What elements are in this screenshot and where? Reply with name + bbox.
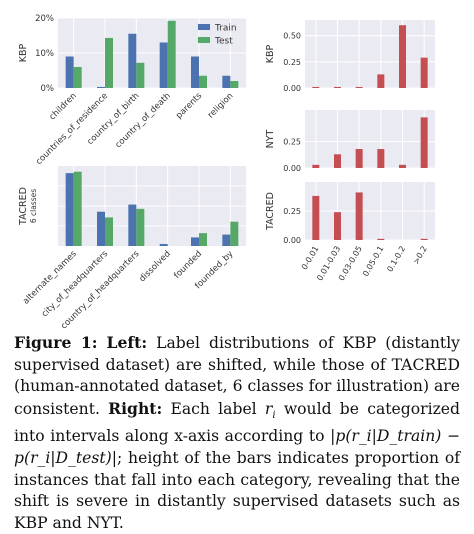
- tacred-right-xtick-label: 0-0.01: [300, 245, 321, 272]
- kbp-left-xtick-label: religion: [206, 91, 235, 120]
- figure-label: Figure 1:: [14, 333, 98, 352]
- right-text-2: would be categorized into intervals alon…: [14, 399, 461, 446]
- kbp-left-bar: [128, 33, 137, 88]
- legend-label-train: Train: [214, 24, 237, 34]
- kbp-right-bar: [399, 25, 406, 88]
- kbp-right-plot-area: [305, 20, 435, 88]
- tacred-left-ylabel: TACRED: [18, 187, 29, 226]
- tacred-right-bar: [420, 238, 428, 240]
- right-label: Right:: [108, 398, 163, 418]
- tacred-left-xtick-label: alternate_names: [21, 249, 79, 307]
- tacred-left-bar: [136, 208, 145, 246]
- kbp-left-ytick-label: 20%: [35, 14, 54, 24]
- kbp-right-ylabel: KBP: [265, 44, 276, 63]
- kbp-left-xtick-label: parents: [174, 91, 204, 121]
- figure-caption: Figure 1: Left: Label distributions of K…: [14, 332, 460, 534]
- kbp-left-ylabel: KBP: [18, 43, 29, 62]
- tacred-right-bar: [334, 212, 341, 240]
- kbp-left-bar: [65, 56, 74, 88]
- tacred-left-bar: [191, 237, 199, 246]
- kbp-left-xtick-label: country_of_death: [114, 91, 173, 150]
- tacred-left-xtick-label: dissolved: [138, 249, 173, 284]
- tacred-right-ytick-label: 0.25: [283, 207, 301, 216]
- tacred-right-xtick-label: 0.1-0.2: [385, 245, 407, 274]
- legend-swatch-train: [198, 24, 210, 30]
- nyt-right-bar: [377, 149, 385, 168]
- legend-label-test: Test: [214, 37, 233, 47]
- kbp-left-bar: [105, 37, 113, 88]
- kbp-right-bar: [312, 86, 320, 88]
- nyt-right-bar: [355, 149, 363, 168]
- nyt-right-plot-area: [305, 110, 435, 168]
- kbp-right-bar: [420, 57, 428, 88]
- tacred-left-bar: [105, 217, 113, 246]
- nyt-right-ytick-label: 0.00: [283, 164, 301, 173]
- tacred-right-bar: [312, 195, 320, 240]
- kbp-right-ytick-label: 0.00: [283, 84, 301, 93]
- tacred-left-bar: [199, 233, 207, 246]
- tacred-right-bar: [377, 238, 385, 240]
- kbp-left-bar: [167, 20, 176, 88]
- tacred-right-xtick-label: 0.05-0.1: [361, 245, 386, 278]
- tacred-left-xtick-label: founded: [172, 249, 204, 281]
- nyt-right-bar: [312, 164, 320, 168]
- kbp-right-ytick-label: 0.25: [283, 58, 301, 67]
- kbp-left-bar: [73, 67, 82, 88]
- tacred-left-bar: [128, 204, 137, 246]
- ri-symbol: ri: [264, 399, 276, 421]
- kbp-left-bar: [222, 75, 231, 88]
- nyt-right-bar: [420, 117, 428, 168]
- tacred-left-ysublabel: 6 classes: [29, 189, 38, 223]
- tacred-right-xtick-label: >0.2: [411, 245, 429, 266]
- right-text-1: Each label: [162, 399, 265, 418]
- figure: 0%10%20%childrencountries_of_residenceco…: [18, 14, 435, 330]
- kbp-right-bar: [334, 86, 341, 88]
- nyt-right-ylabel: NYT: [265, 129, 276, 148]
- legend-swatch-test: [198, 37, 210, 43]
- kbp-right-bar: [377, 74, 385, 88]
- kbp-left-bar: [191, 56, 199, 88]
- left-text: Label distributions of KBP (distantly su…: [14, 334, 460, 418]
- kbp-left-bar: [230, 81, 239, 88]
- tacred-left-bar: [65, 173, 74, 246]
- kbp-left-bar: [97, 86, 105, 88]
- tacred-right-ytick-label: 0.00: [283, 236, 301, 245]
- tacred-right-ylabel: TACRED: [265, 192, 276, 231]
- kbp-left-bar: [136, 62, 145, 88]
- tacred-left-bar: [73, 171, 82, 246]
- kbp-left-bar: [199, 75, 207, 88]
- kbp-left-bar: [159, 42, 168, 88]
- kbp-left-xtick-label: children: [48, 91, 79, 122]
- nyt-right-bar: [399, 164, 406, 168]
- formula: |p(r_i|D_train) − p(r_i|D_test)|: [14, 427, 461, 468]
- left-label: Left:: [106, 333, 148, 352]
- kbp-left-ytick-label: 0%: [41, 84, 55, 94]
- tacred-right-bar: [355, 192, 363, 240]
- tacred-left-bar: [97, 211, 105, 246]
- nyt-right-ytick-label: 0.25: [283, 138, 301, 147]
- tacred-left-bar: [159, 244, 168, 246]
- nyt-right-bar: [334, 154, 341, 168]
- tacred-left-bar: [222, 234, 231, 246]
- tacred-left-bar: [230, 221, 239, 246]
- kbp-right-bar: [355, 86, 363, 88]
- kbp-left-ytick-label: 10%: [35, 49, 54, 59]
- kbp-right-ytick-label: 0.50: [283, 32, 301, 41]
